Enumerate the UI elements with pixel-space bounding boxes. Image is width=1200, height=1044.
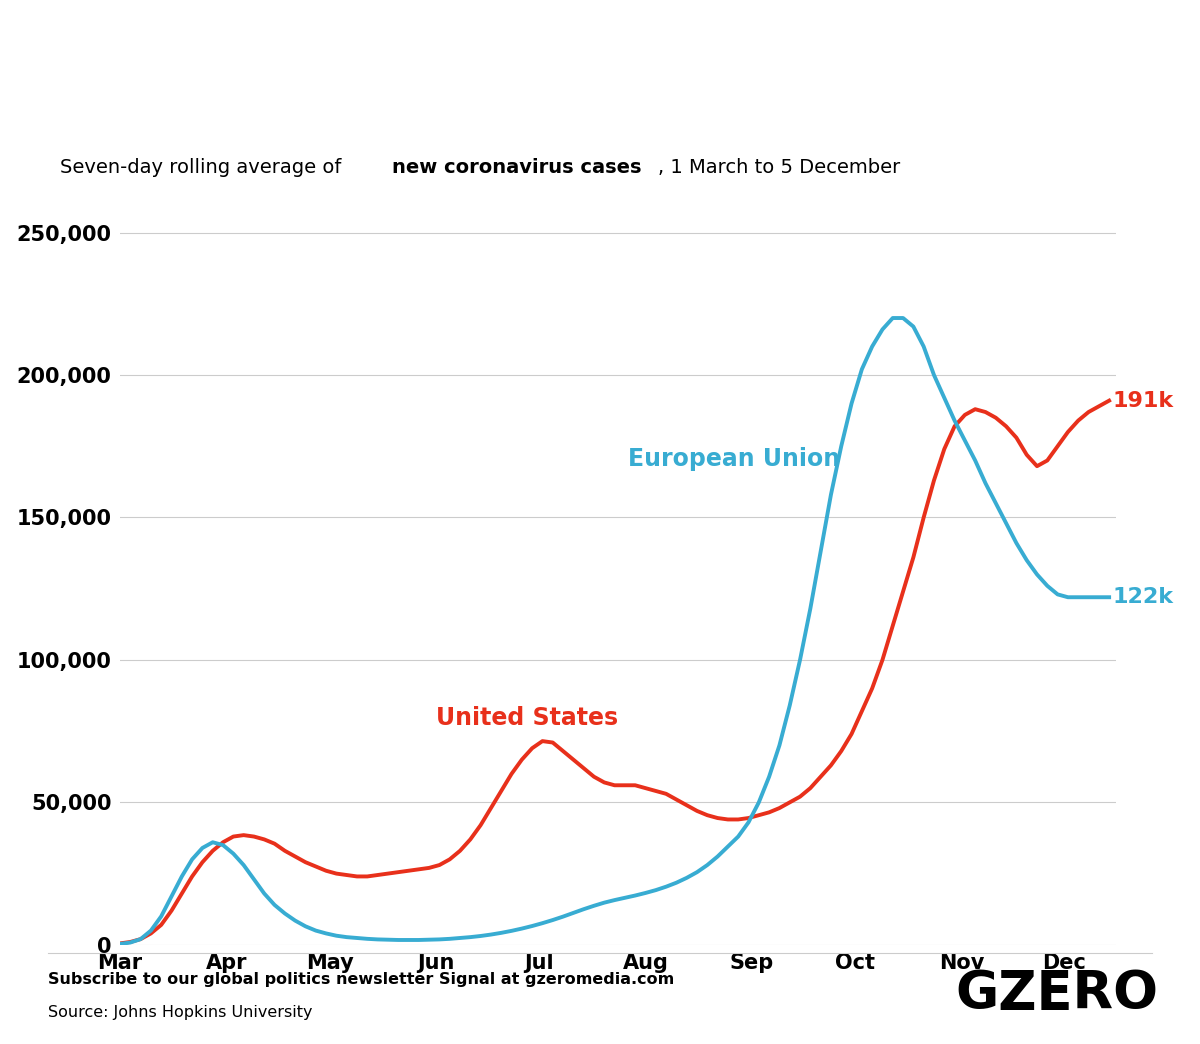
Text: , 1 March to 5 December: , 1 March to 5 December: [658, 159, 900, 177]
Text: United States: United States: [436, 707, 618, 731]
Text: 191k: 191k: [1112, 390, 1174, 410]
Text: Subscribe to our global politics newsletter Signal at gzeromedia.com: Subscribe to our global politics newslet…: [48, 972, 674, 987]
Text: Two different pandemics in the US and the EU: Two different pandemics in the US and th…: [0, 43, 1200, 88]
Text: new coronavirus cases: new coronavirus cases: [392, 159, 642, 177]
Text: Source: Johns Hopkins University: Source: Johns Hopkins University: [48, 1004, 312, 1020]
Text: 122k: 122k: [1112, 587, 1174, 608]
Text: GZERO: GZERO: [955, 969, 1158, 1020]
Text: Seven-day rolling average of: Seven-day rolling average of: [60, 159, 348, 177]
Text: European Union: European Union: [629, 447, 840, 471]
